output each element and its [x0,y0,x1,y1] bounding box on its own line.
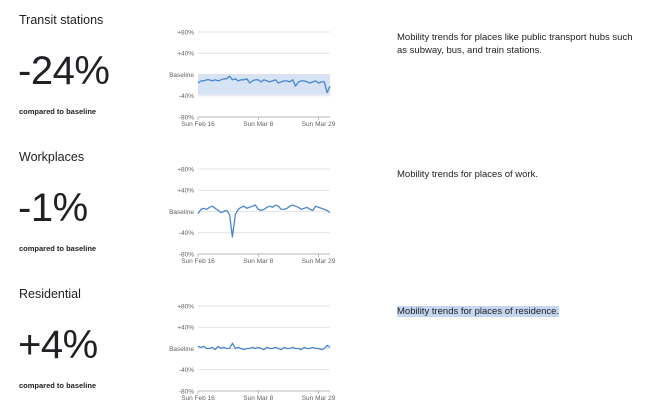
baseline-highlight-band [198,74,330,95]
metric-section: Residential +4% compared to baseline Mobili… [0,274,671,410]
metric-change-value: -24% [18,49,110,93]
metric-description: Mobility trends for places of work. [397,168,637,181]
trend-chart: +80% +40% Baseline -40% -80%Sun Feb 16 Sun Ma… [169,303,336,402]
x-tick-label: Sun Feb 16 [181,395,215,402]
x-tick-label: Sun Feb 16 [181,121,215,128]
metric-description: Mobility trends for places like public t… [397,31,637,57]
trend-chart: +80% +40% Baseline -40% -80%Sun Feb 16 Sun Ma… [169,166,336,265]
y-tick-label: -80% [179,251,194,258]
y-tick-label: +80% [177,303,194,310]
metric-title: Workplaces [19,150,85,164]
metric-description-text: Mobility trends for places like public t… [397,32,633,56]
metric-title: Transit stations [19,13,104,27]
series-line [197,342,331,351]
metric-comparison-label: compared to baseline [19,244,97,253]
x-tick-label: Sun Mar 29 [302,258,336,265]
x-tick-label: Sun Mar 8 [243,258,273,265]
y-tick-label: -40% [179,230,194,237]
y-tick-label: Baseline [169,209,194,216]
y-tick-label: +40% [177,51,194,58]
metric-description-text: Mobility trends for places of work. [397,169,538,180]
trend-chart: +80% +40% Baseline -40% -80%Sun Feb 16 Sun Ma… [169,29,336,128]
series-line [197,75,331,94]
metric-change-value: +4% [18,323,98,367]
y-tick-label: +40% [177,325,194,332]
metric-comparison-label: compared to baseline [19,381,97,390]
metric-change-value: -1% [18,186,88,230]
y-tick-label: -80% [179,388,194,395]
metric-description-text: Mobility trends for places of residence. [397,306,560,317]
x-tick-label: Sun Mar 8 [243,121,273,128]
series-line [197,204,331,238]
y-tick-label: Baseline [169,72,194,79]
metric-title: Residential [19,287,81,301]
y-tick-label: +80% [177,166,194,173]
x-tick-label: Sun Feb 16 [181,258,215,265]
y-tick-label: Baseline [169,346,194,353]
metric-description: Mobility trends for places of residence. [397,305,637,318]
x-tick-label: Sun Mar 8 [243,395,273,402]
metric-section: Workplaces -1% compared to baseline Mobilit… [0,137,671,273]
x-tick-label: Sun Mar 29 [302,121,336,128]
y-tick-label: -40% [179,367,194,374]
y-tick-label: -40% [179,93,194,100]
y-tick-label: +40% [177,188,194,195]
metric-comparison-label: compared to baseline [19,107,97,116]
y-tick-label: -80% [179,114,194,121]
y-tick-label: +80% [177,29,194,36]
x-tick-label: Sun Mar 29 [302,395,336,402]
metric-section: Transit stations -24% compared to baseline… [0,0,671,136]
